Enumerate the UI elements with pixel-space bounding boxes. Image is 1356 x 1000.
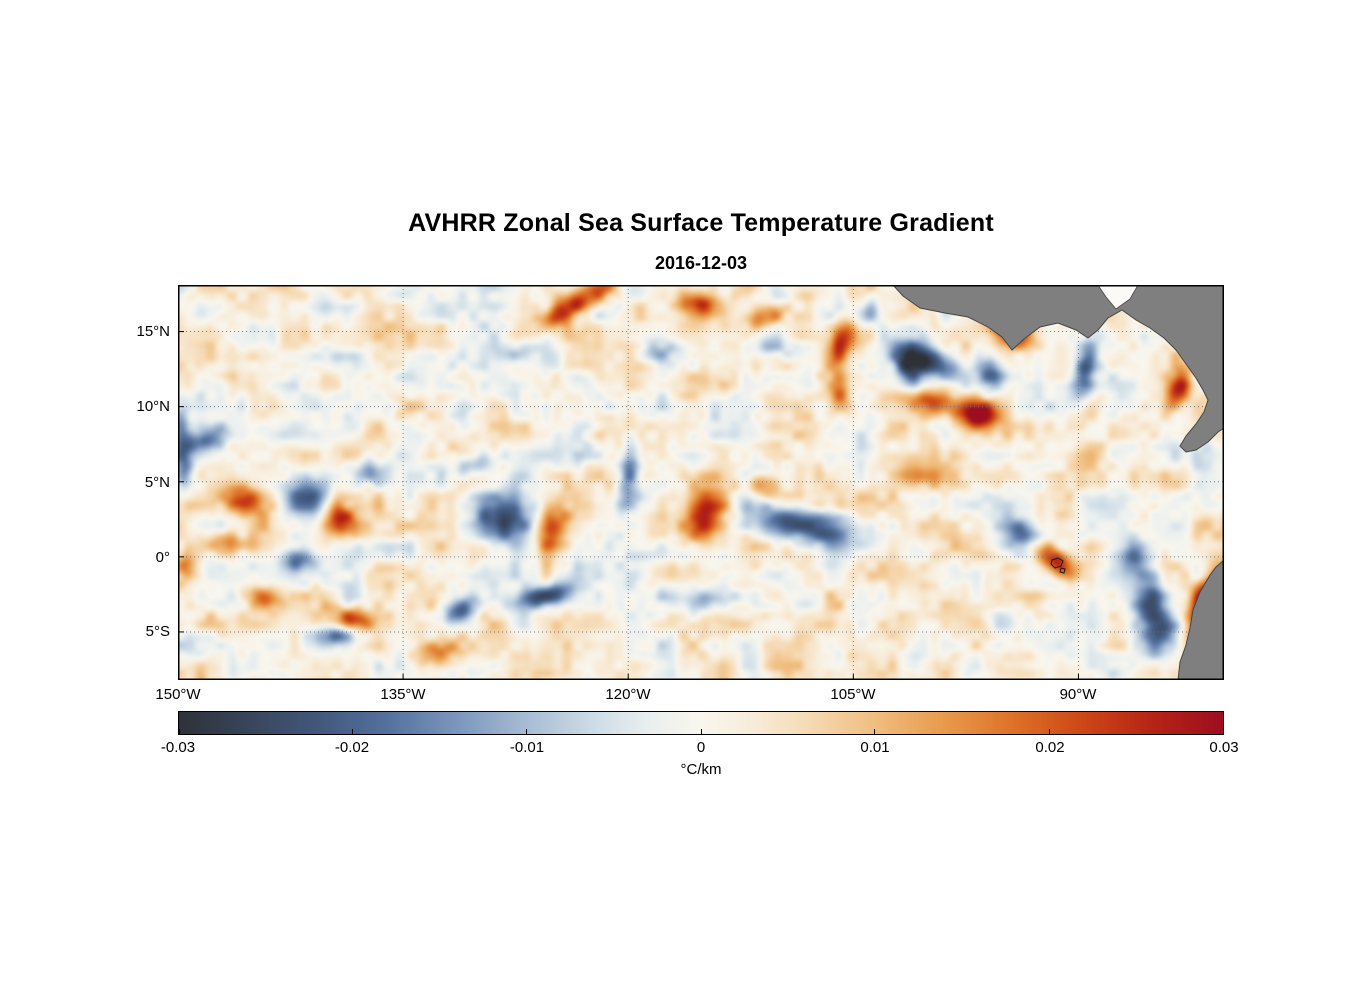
colorbar-tick-mark: [1048, 729, 1050, 734]
sst-gradient-field-canvas: [178, 285, 1224, 680]
figure-title: AVHRR Zonal Sea Surface Temperature Grad…: [408, 209, 994, 237]
colorbar-tick-mark: [1222, 729, 1224, 734]
y-tick-label: 0°: [155, 549, 170, 566]
x-tick-label: 105°W: [830, 686, 876, 703]
map-overlay: [178, 285, 1224, 680]
colorbar-tick-label: -0.01: [509, 739, 545, 756]
colorbar-tick-mark: [874, 729, 876, 734]
colorbar-tick-mark: [352, 729, 354, 734]
colorbar-tick-label: -0.02: [334, 739, 370, 756]
colorbar-tick-label: 0: [696, 739, 706, 756]
colorbar-tick-mark: [700, 729, 702, 734]
colorbar-tick-label: -0.03: [160, 739, 196, 756]
colorbar-tick-label: 0.02: [1035, 739, 1065, 756]
ocean-gap: [1097, 285, 1139, 310]
x-tick-label: 90°W: [1059, 686, 1097, 703]
x-tick-label: 135°W: [380, 686, 426, 703]
galapagos-outline: [1059, 567, 1066, 574]
colorbar-tick-label: 0.01: [860, 739, 890, 756]
y-tick-label: 10°N: [136, 398, 170, 415]
y-tick-label: 5°N: [144, 474, 170, 491]
colorbar-tick-mark: [526, 729, 528, 734]
land-south-america: [1177, 559, 1224, 680]
colorbar-tick-label: 0.03: [1209, 739, 1239, 756]
y-tick-label: 5°S: [145, 623, 170, 640]
colorbar: [178, 711, 1224, 735]
plot-border: [178, 285, 1224, 680]
colorbar-units-label: °C/km: [680, 761, 722, 778]
map-plot: [178, 285, 1224, 680]
figure-date: 2016-12-03: [654, 253, 748, 273]
galapagos-outline: [1050, 557, 1064, 569]
land-central-america: [892, 285, 1224, 453]
x-tick-label: 120°W: [605, 686, 651, 703]
colorbar-tick-mark: [178, 729, 180, 734]
y-tick-label: 15°N: [136, 323, 170, 340]
x-tick-label: 150°W: [155, 686, 201, 703]
